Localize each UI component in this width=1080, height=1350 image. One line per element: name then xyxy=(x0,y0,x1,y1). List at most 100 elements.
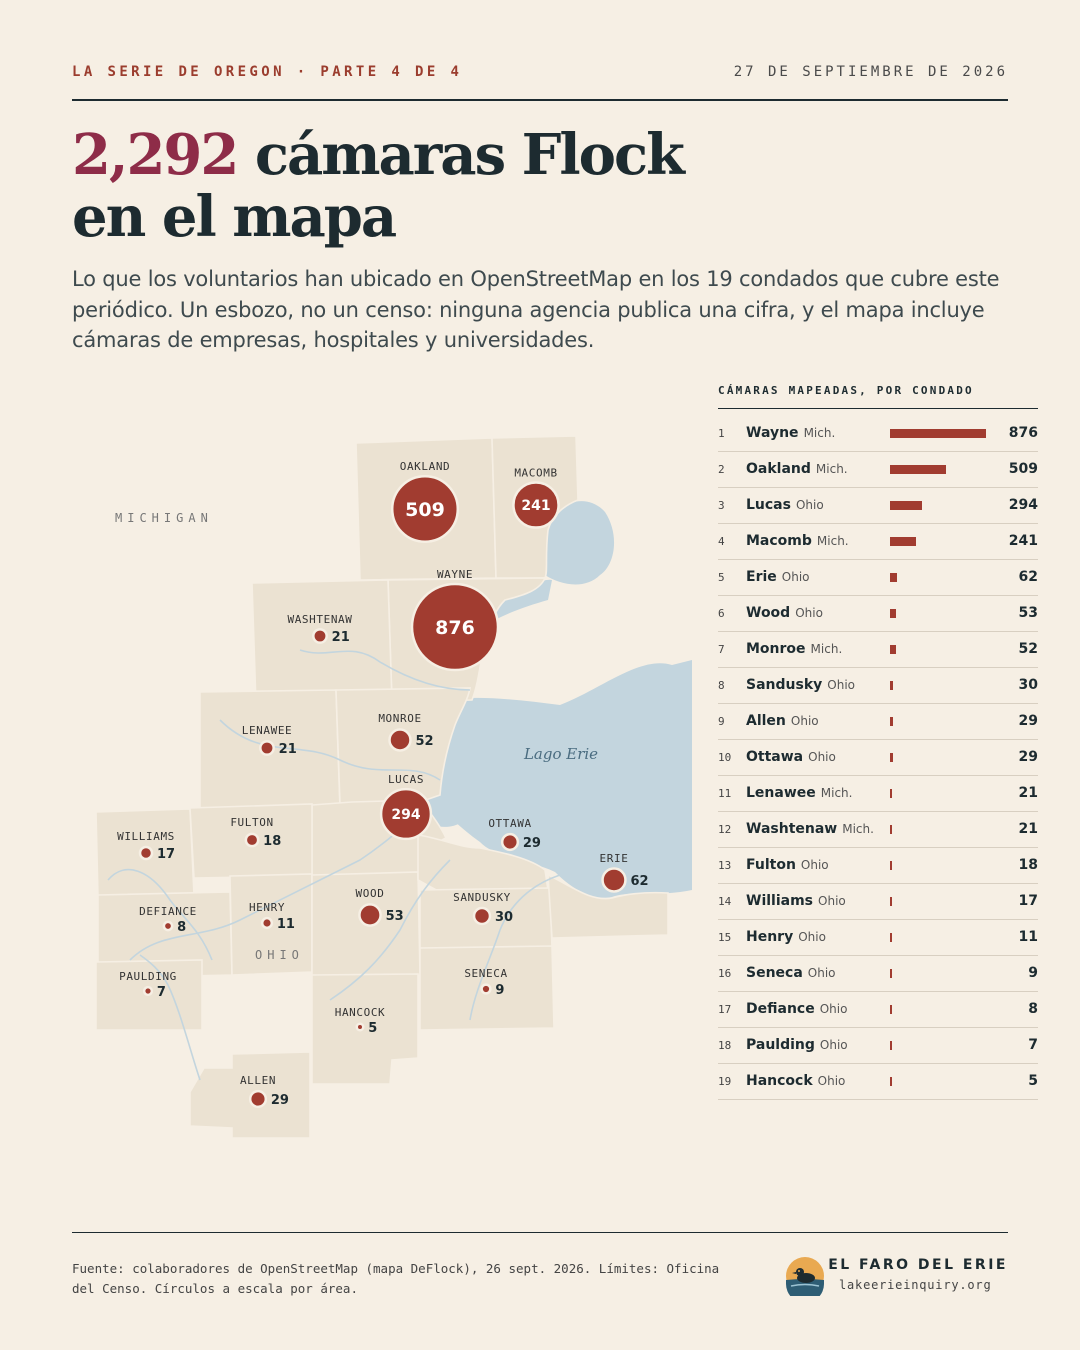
county-count-seneca: 9 xyxy=(495,983,504,998)
rank-number: 9 xyxy=(718,715,725,728)
ranking-list: 1 Wayne Mich. 876 2 Oakland Mich. 509 3 Lucas Ohio… xyxy=(718,416,1038,1100)
county-label-lucas: LUCAS xyxy=(388,773,424,786)
brand-url[interactable]: lakeerieinquiry.org xyxy=(839,1278,992,1292)
river-tiffin xyxy=(107,868,213,961)
ranking-divider xyxy=(718,408,1038,409)
county-name: Lenawee Mich. xyxy=(746,785,852,801)
rank-number: 13 xyxy=(718,859,732,872)
camera-count: 5 xyxy=(1028,1073,1038,1089)
state-abbrev: Mich. xyxy=(816,534,849,548)
river-sandusky xyxy=(469,874,561,1021)
county-name: Erie Ohio xyxy=(746,569,810,585)
county-bubble-ottawa xyxy=(500,832,520,852)
county-label-monroe: MONROE xyxy=(378,712,421,725)
county-markers: OAKLAND 509 MACOMB 241 WAYNE 876 WASHTENAW 21 LE… xyxy=(117,460,649,1109)
state-label-michigan: MICHIGAN xyxy=(115,511,213,525)
county-name-text: Ottawa xyxy=(746,749,804,765)
value-bar xyxy=(890,969,892,978)
county-label-wood: WOOD xyxy=(356,887,385,900)
county-name-text: Henry xyxy=(746,929,794,945)
publication-date: 27 DE SEPTIEMBRE DE 2026 xyxy=(733,64,1008,80)
camera-count: 8 xyxy=(1028,1001,1038,1017)
ranking-row: 1 Wayne Mich. 876 xyxy=(718,416,1038,452)
county-name: Monroe Mich. xyxy=(746,641,842,657)
county-bubble-lenawee xyxy=(259,740,275,756)
value-bar xyxy=(890,429,986,438)
rank-number: 2 xyxy=(718,463,725,476)
state-abbrev: Mich. xyxy=(815,462,848,476)
camera-count: 18 xyxy=(1018,857,1038,873)
value-bar xyxy=(890,897,892,906)
county-label-hancock: HANCOCK xyxy=(335,1006,386,1019)
county-map: MICHIGAN OHIO Lago Erie OAKLAND 509 MACOMB… xyxy=(95,435,692,1139)
county-bubble-monroe xyxy=(388,728,412,752)
camera-count: 509 xyxy=(1008,461,1038,477)
value-bar xyxy=(890,465,946,474)
headline-line1: cámaras Flock xyxy=(237,122,685,188)
lake-st-clair xyxy=(540,501,615,585)
state-abbrev: Ohio xyxy=(781,570,810,584)
ranking-row: 2 Oakland Mich. 509 xyxy=(718,452,1038,488)
county-name: Paulding Ohio xyxy=(746,1037,848,1053)
county-bubble-fulton xyxy=(244,832,260,848)
county-name-text: Monroe xyxy=(746,641,806,657)
county-count-defiance: 8 xyxy=(177,920,186,935)
county-label-washtenaw: WASHTENAW xyxy=(287,613,352,626)
county-count-allen: 29 xyxy=(271,1093,289,1108)
value-bar xyxy=(890,681,894,690)
ranking-row: 18 Paulding Ohio 7 xyxy=(718,1028,1038,1064)
value-bar xyxy=(890,609,896,618)
camera-count: 17 xyxy=(1018,893,1038,909)
county-bubble-williams xyxy=(138,845,154,861)
ranking-row: 15 Henry Ohio 11 xyxy=(718,920,1038,956)
county-name-text: Lucas xyxy=(746,497,791,513)
county-bubble-sandusky xyxy=(472,906,492,926)
county-count-erie: 62 xyxy=(630,874,648,889)
ranking-row: 10 Ottawa Ohio 29 xyxy=(718,740,1038,776)
county-name: Macomb Mich. xyxy=(746,533,849,549)
county-name: Washtenaw Mich. xyxy=(746,821,874,837)
camera-count: 21 xyxy=(1018,821,1038,837)
value-bar xyxy=(890,789,893,798)
county-label-sandusky: SANDUSKY xyxy=(453,891,511,904)
county-label-erie: ERIE xyxy=(600,852,629,865)
rank-number: 15 xyxy=(718,931,732,944)
camera-count: 9 xyxy=(1028,965,1038,981)
county-count-oakland: 509 xyxy=(405,499,445,521)
county-bubble-wood xyxy=(358,903,382,927)
rank-number: 12 xyxy=(718,823,732,836)
county-count-lenawee: 21 xyxy=(279,742,297,757)
state-abbrev: Ohio xyxy=(790,714,819,728)
header-divider xyxy=(72,99,1008,101)
rank-number: 17 xyxy=(718,1003,732,1016)
county-count-hancock: 5 xyxy=(368,1021,377,1036)
state-abbrev: Ohio xyxy=(800,858,829,872)
county-count-henry: 11 xyxy=(277,917,295,932)
state-abbrev: Mich. xyxy=(810,642,843,656)
series-kicker: LA SERIE DE OREGON · PARTE 4 DE 4 xyxy=(72,64,463,80)
source-note: Fuente: colaboradores de OpenStreetMap (… xyxy=(72,1261,720,1296)
value-bar xyxy=(890,717,894,726)
headline-line2: en el mapa xyxy=(72,184,397,250)
camera-count: 62 xyxy=(1018,569,1038,585)
county-shape-ottawa xyxy=(417,834,549,893)
state-abbrev: Ohio xyxy=(808,750,836,764)
county-name: Williams Ohio xyxy=(746,893,846,909)
county-label-lenawee: LENAWEE xyxy=(242,724,293,737)
county-bubble-oakland xyxy=(390,474,460,544)
county-label-williams: WILLIAMS xyxy=(117,830,175,843)
value-bar xyxy=(890,861,892,870)
ranking-title: CÁMARAS MAPEADAS, POR CONDADO xyxy=(718,384,974,397)
ranking-row: 9 Allen Ohio 29 xyxy=(718,704,1038,740)
county-bubble-macomb xyxy=(512,481,560,529)
camera-count: 11 xyxy=(1018,929,1038,945)
value-bar xyxy=(890,933,892,942)
camera-count: 7 xyxy=(1028,1037,1038,1053)
county-label-henry: HENRY xyxy=(249,901,285,914)
county-label-paulding: PAULDING xyxy=(119,970,177,983)
county-name-text: Sandusky xyxy=(746,677,823,693)
county-name-text: Erie xyxy=(746,569,777,585)
county-bubble-henry xyxy=(260,916,274,930)
ranking-row: 4 Macomb Mich. 241 xyxy=(718,524,1038,560)
ranking-row: 8 Sandusky Ohio 30 xyxy=(718,668,1038,704)
